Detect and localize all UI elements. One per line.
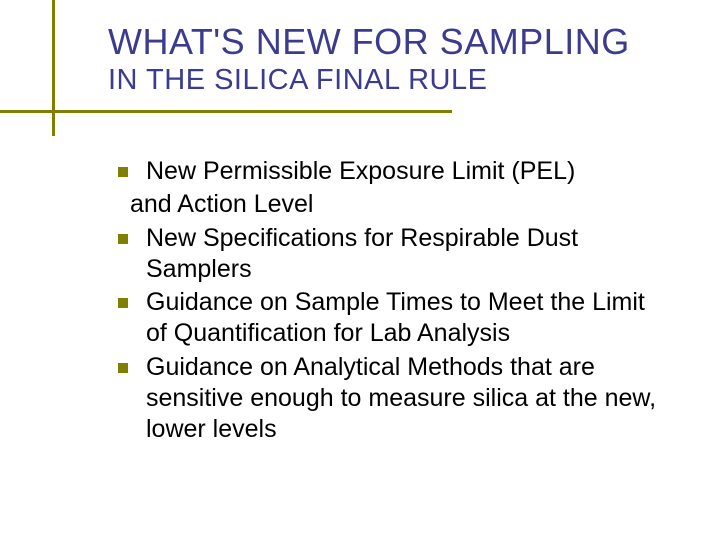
title-block: WHAT'S NEW FOR SAMPLING IN THE SILICA FI… <box>108 22 630 97</box>
list-item: Guidance on Analytical Methods that are … <box>118 352 672 446</box>
title-line-1: WHAT'S NEW FOR SAMPLING <box>108 22 630 62</box>
list-item: New Permissible Exposure Limit (PEL) <box>118 156 672 187</box>
square-bullet-icon <box>118 298 128 308</box>
bullet-text: New Specifications for Respirable Dust S… <box>146 223 672 286</box>
square-bullet-icon <box>118 234 128 244</box>
title-line-2: IN THE SILICA FINAL RULE <box>108 64 630 97</box>
square-bullet-icon <box>118 363 128 373</box>
bullet-text: Guidance on Analytical Methods that are … <box>146 352 672 446</box>
bullet-text: Guidance on Sample Times to Meet the Lim… <box>146 287 672 350</box>
list-item: Guidance on Sample Times to Meet the Lim… <box>118 287 672 350</box>
bullet-continuation: and Action Level <box>130 189 672 220</box>
vertical-rule <box>52 0 55 136</box>
list-item: New Specifications for Respirable Dust S… <box>118 223 672 286</box>
body-block: New Permissible Exposure Limit (PEL) and… <box>118 156 672 447</box>
square-bullet-icon <box>118 167 128 177</box>
horizontal-rule <box>0 110 452 113</box>
bullet-text: New Permissible Exposure Limit (PEL) <box>146 156 575 187</box>
slide: WHAT'S NEW FOR SAMPLING IN THE SILICA FI… <box>0 0 720 540</box>
